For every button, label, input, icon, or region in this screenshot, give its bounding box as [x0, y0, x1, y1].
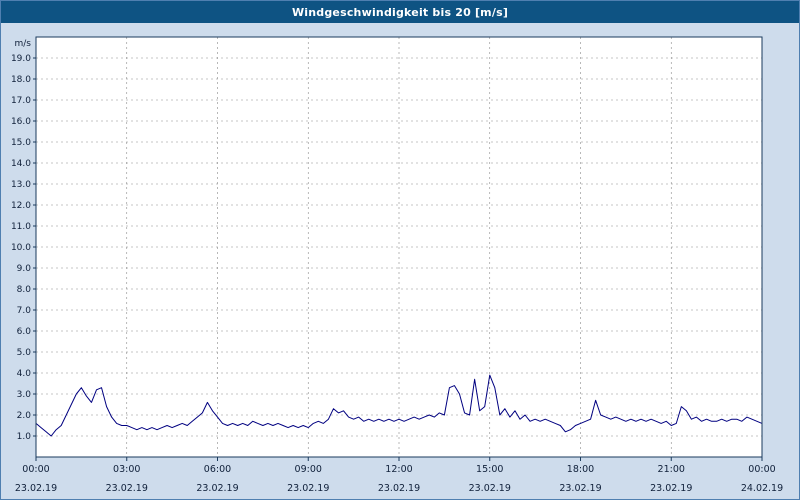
y-tick-label: 7.0: [17, 306, 32, 316]
y-tick-label: 16.0: [11, 117, 31, 127]
y-tick-label: 9.0: [17, 264, 32, 274]
y-tick-label: 2.0: [17, 411, 32, 421]
y-tick-label: 14.0: [11, 159, 31, 169]
x-tick-date-label: 23.02.19: [469, 483, 511, 494]
x-tick-time-label: 12:00: [385, 464, 412, 475]
y-tick-label: 19.0: [11, 54, 31, 64]
x-tick-date-label: 23.02.19: [196, 483, 238, 494]
x-tick-time-label: 00:00: [22, 464, 49, 475]
plot-border: [35, 36, 763, 458]
wind-speed-line-chart: 1.0 2.0 3.0 4.0 5.0 6.0 7.0 8.0 9.0 10.0 11.0 12.0 1…: [11, 36, 783, 494]
y-tick-label: 5.0: [17, 348, 32, 358]
y-tick-label: 4.0: [17, 369, 32, 379]
y-tick-label: 18.0: [11, 75, 31, 85]
x-tick-time-label: 21:00: [658, 464, 685, 475]
x-tick-date-label: 23.02.19: [378, 483, 420, 494]
y-tick-label: 11.0: [11, 222, 31, 232]
x-tick-time-label: 18:00: [567, 464, 594, 475]
x-tick-date-label: 24.02.19: [741, 483, 783, 494]
y-tick-label: 6.0: [17, 327, 32, 337]
x-tick-time-label: 03:00: [113, 464, 140, 475]
y-tick-label: 10.0: [11, 243, 31, 253]
y-tick-label: 3.0: [17, 390, 32, 400]
x-tick-date-label: 23.02.19: [15, 483, 57, 494]
y-tick-label: 17.0: [11, 96, 31, 106]
y-tick-label: 1.0: [17, 432, 32, 442]
y-tick-label: 13.0: [11, 180, 31, 190]
x-tick-date-label: 23.02.19: [650, 483, 692, 494]
x-tick-date-label: 23.02.19: [559, 483, 601, 494]
x-tick-time-label: 09:00: [295, 464, 322, 475]
x-tick-time-label: 06:00: [204, 464, 231, 475]
x-tick-time-label: 15:00: [476, 464, 503, 475]
x-tick-time-label: 00:00: [748, 464, 775, 475]
y-axis-unit-label: m/s: [15, 39, 32, 49]
wind-speed-series-line: [35, 374, 763, 437]
x-tick-date-label: 23.02.19: [287, 483, 329, 494]
x-tick-date-label: 23.02.19: [106, 483, 148, 494]
y-tick-label: 8.0: [17, 285, 32, 295]
y-tick-label: 15.0: [11, 138, 31, 148]
window-titlebar: Windgeschwindigkeit bis 20 [m/s]: [1, 1, 799, 23]
window-title: Windgeschwindigkeit bis 20 [m/s]: [291, 5, 509, 19]
y-tick-label: 12.0: [11, 201, 31, 211]
chart-area: 1.0 2.0 3.0 4.0 5.0 6.0 7.0 8.0 9.0 10.0 11.0 12.0 1…: [1, 23, 799, 499]
